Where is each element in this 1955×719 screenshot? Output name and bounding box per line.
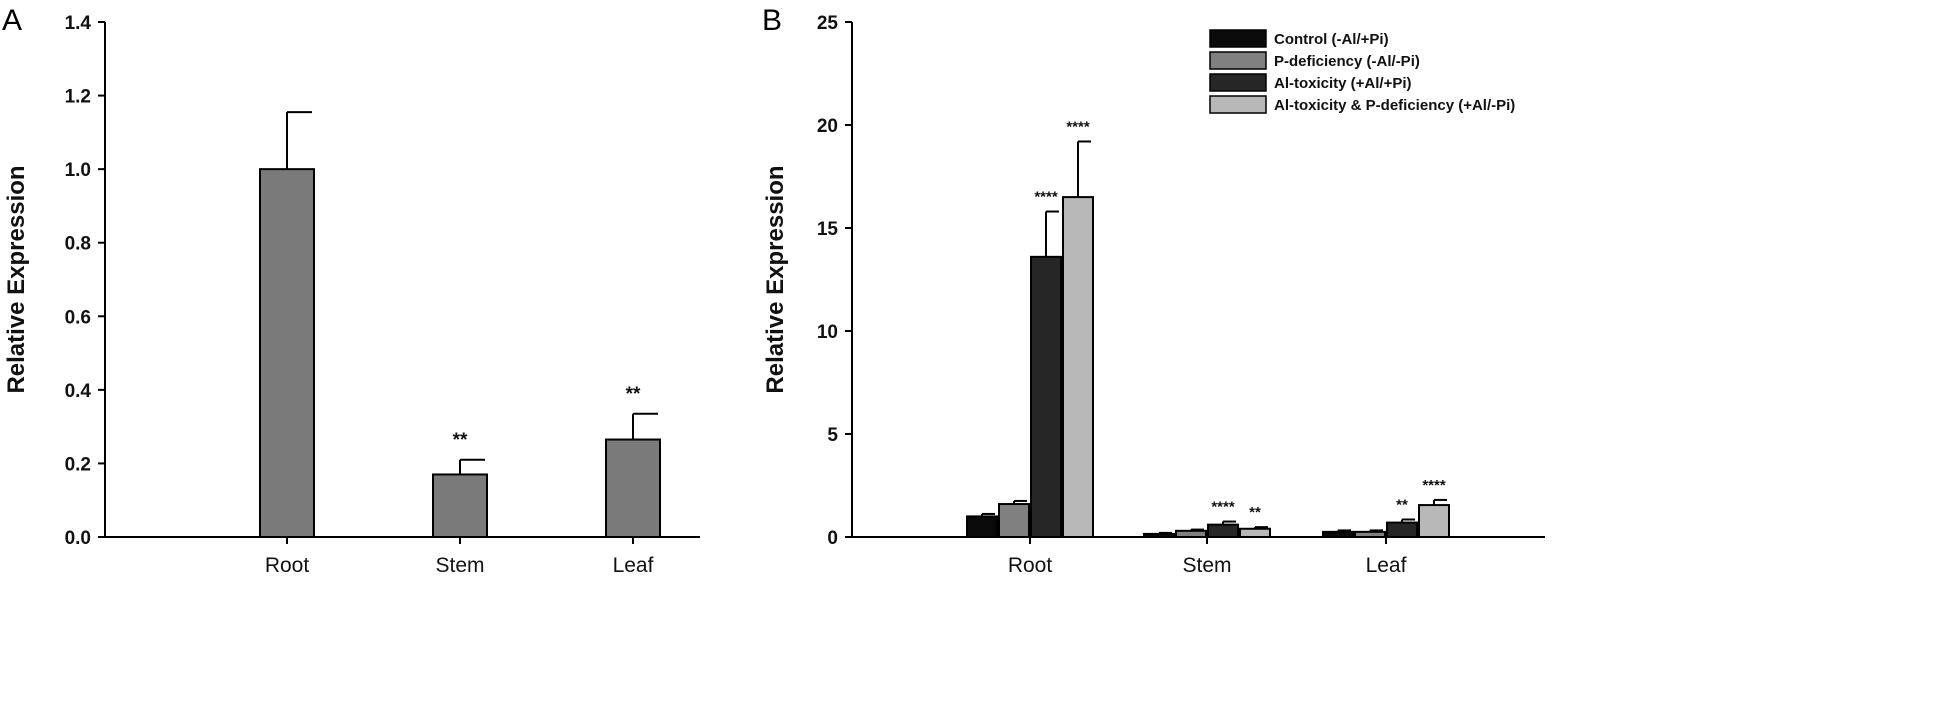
- bar: [1239, 527, 1271, 539]
- y-tick-label: 1.4: [65, 13, 92, 34]
- x-tick-label: Stem: [1182, 554, 1231, 577]
- x-tick-label: Root: [1008, 554, 1053, 577]
- bar: [1143, 532, 1175, 538]
- y-tick-label: 10: [817, 322, 838, 343]
- legend-label: Al-toxicity (+Al/+Pi): [1274, 75, 1412, 92]
- y-tick-label: 5: [827, 425, 838, 446]
- bar: [605, 438, 661, 538]
- significance-label: **: [626, 384, 641, 405]
- bar: [1354, 530, 1386, 538]
- significance-label: ****: [1066, 118, 1090, 135]
- chart-panel-b: B 0 5 10 15 20 25 Relative Expression Root Stem Le…: [762, 4, 1545, 577]
- significance-label: ****: [1034, 189, 1058, 206]
- y-tick-label: 1.0: [65, 160, 91, 181]
- panel-letter: A: [2, 4, 22, 37]
- bar: [998, 503, 1030, 539]
- legend-swatch: [1209, 73, 1267, 92]
- y-tick-label: 1.2: [65, 87, 91, 108]
- bar: [1386, 521, 1418, 539]
- significance-label: **: [1396, 496, 1408, 513]
- significance-label: **: [453, 430, 468, 451]
- legend-label: Al-toxicity & P-deficiency (+Al/-Pi): [1274, 97, 1515, 114]
- x-tick-label: Leaf: [613, 554, 654, 577]
- bar: [1062, 196, 1094, 538]
- legend-label: Control (-Al/+Pi): [1274, 31, 1389, 48]
- y-tick-label: 20: [817, 116, 838, 137]
- bar: [1322, 530, 1354, 538]
- y-axis-title: Relative Expression: [762, 165, 789, 393]
- significance-label: ****: [1422, 477, 1446, 494]
- y-tick-label: 0.4: [65, 381, 92, 402]
- bar: [259, 168, 315, 538]
- y-axis-title: Relative Expression: [3, 165, 30, 393]
- chart-panel-a: A 0.0 0.2 0.4 0.6 0.8 1.0 1.2 1.4 Relative Expres…: [2, 4, 700, 577]
- legend-label: P-deficiency (-Al/-Pi): [1274, 53, 1420, 70]
- y-tick-label: 25: [817, 13, 839, 34]
- bar: [1175, 529, 1207, 539]
- y-tick-label: 0: [827, 528, 838, 549]
- bar: [966, 515, 998, 539]
- legend-swatch: [1209, 29, 1267, 48]
- y-tick-label: 0.0: [65, 528, 91, 549]
- legend: Control (-Al/+Pi) P-deficiency (-Al/-Pi) A…: [1209, 29, 1515, 114]
- legend-swatch: [1209, 95, 1267, 114]
- bar: [1030, 255, 1062, 538]
- legend-swatch: [1209, 51, 1267, 70]
- x-tick-label: Stem: [435, 554, 484, 577]
- y-tick-label: 0.2: [65, 454, 91, 475]
- x-tick-label: Leaf: [1366, 554, 1407, 577]
- y-tick-label: 0.8: [65, 234, 91, 255]
- bar: [432, 473, 488, 539]
- panel-letter: B: [762, 4, 782, 37]
- significance-label: **: [1249, 504, 1261, 521]
- x-tick-label: Root: [265, 554, 310, 577]
- bar: [1418, 504, 1450, 539]
- y-tick-label: 0.6: [65, 307, 91, 328]
- significance-label: ****: [1211, 499, 1235, 516]
- y-tick-label: 15: [817, 219, 839, 240]
- bar: [1207, 523, 1239, 539]
